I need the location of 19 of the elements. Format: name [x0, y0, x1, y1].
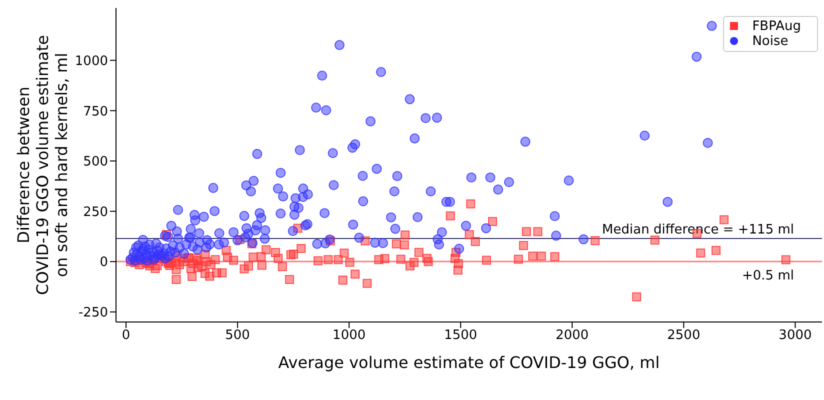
- x-tick-label: 2000: [556, 328, 589, 344]
- x-tick-label: 1500: [444, 328, 478, 344]
- y-tick-label: 500: [83, 154, 108, 170]
- x-axis-title: Average volume estimate of COVID-19 GGO, ml: [278, 353, 660, 372]
- x-tick-label: 500: [225, 328, 250, 344]
- x-tick-label: 2500: [667, 328, 700, 344]
- ref-line-label: Median difference = +115 ml: [602, 222, 794, 238]
- legend-label: Noise: [752, 34, 788, 49]
- x-tick-label: 1000: [332, 328, 366, 344]
- y-axis-title: Difference between COVID-19 GGO volume estimate on soft and hard kernels, ml: [14, 35, 71, 295]
- ref-line-label: +0.5 ml: [742, 268, 794, 284]
- y-tick-label: -250: [78, 306, 108, 321]
- y-tick-label: 1000: [74, 54, 108, 69]
- y-tick-label: 750: [83, 104, 108, 120]
- legend-label: FBPAug: [752, 19, 801, 34]
- x-tick-label: 3000: [778, 328, 812, 344]
- y-tick-label: 250: [83, 204, 108, 220]
- x-tick-label: 0: [122, 328, 130, 344]
- y-tick-label: 0: [100, 255, 108, 270]
